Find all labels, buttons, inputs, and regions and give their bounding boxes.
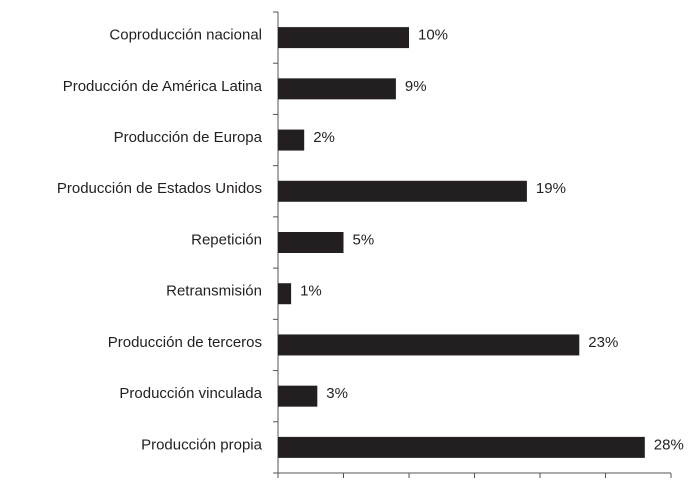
value-label: 28% xyxy=(654,436,684,453)
y-tick-label: Producción vinculada xyxy=(119,385,262,402)
value-label: 10% xyxy=(418,27,448,44)
bar xyxy=(278,129,305,151)
y-tick-label: Producción de América Latina xyxy=(63,78,263,95)
y-tick-label: Producción de Estados Unidos xyxy=(57,180,262,197)
bar xyxy=(278,180,527,202)
value-label: 19% xyxy=(536,180,566,197)
y-tick-label: Producción propia xyxy=(141,436,263,453)
bar xyxy=(278,283,292,305)
value-label: 1% xyxy=(300,283,322,300)
value-label: 5% xyxy=(353,231,375,248)
bar xyxy=(278,385,318,407)
y-tick-label: Coproducción nacional xyxy=(109,27,262,44)
bar xyxy=(278,232,344,253)
bar xyxy=(278,78,396,100)
bar xyxy=(278,436,645,458)
y-tick-label: Producción de terceros xyxy=(108,334,262,351)
value-label: 23% xyxy=(588,334,618,351)
value-label: 9% xyxy=(405,78,427,95)
value-label: 3% xyxy=(326,385,348,402)
y-tick-label: Retransmisión xyxy=(166,283,262,300)
y-tick-label: Repetición xyxy=(191,231,262,248)
bar xyxy=(278,27,409,49)
value-label: 2% xyxy=(313,129,335,146)
bar xyxy=(278,334,580,356)
y-tick-label: Producción de Europa xyxy=(114,129,263,146)
